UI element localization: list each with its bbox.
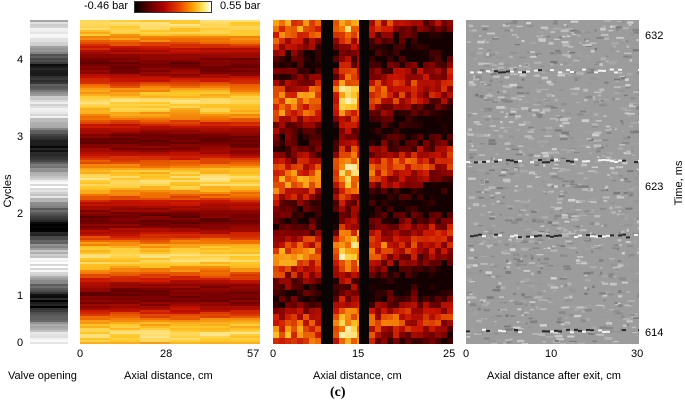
left-tick-4: 4 [17,54,24,66]
panel2-xtick-0: 0 [77,348,84,360]
figure-caption: (c) [330,385,346,400]
panel3-xtick-0: 0 [270,348,277,360]
panel4-xlabel: Axial distance after exit, cm [487,370,621,382]
panel4-xtick-2: 30 [631,348,644,360]
panel3-xtick-2: 25 [443,348,456,360]
panel3-xtick-1: 15 [352,348,365,360]
left-tick-0: 0 [17,337,24,349]
exit-schlieren-panel [466,20,639,344]
panel2-xtick-1: 28 [160,348,173,360]
left-axis-label: Cycles [2,174,14,208]
panel2-xlabel: Axial distance, cm [124,370,213,382]
colorbar-min-label: -0.46 bar [84,0,129,12]
left-tick-2: 2 [17,208,24,220]
colorbar [134,1,212,13]
pressure-heatmap-panel [80,20,260,344]
right-tick-623: 623 [645,181,664,193]
right-tick-614: 614 [645,327,664,339]
pressure-heatmap [80,20,260,344]
panel4-xtick-0: 0 [463,348,470,360]
left-tick-1: 1 [17,290,24,302]
combustor-heatmap [273,20,453,344]
right-axis-label: Time, ms [673,160,685,206]
combustor-heatmap-panel [273,20,453,344]
colorbar-max-label: 0.55 bar [220,0,261,12]
panel3-xlabel: Axial distance, cm [313,370,402,382]
panel2-xtick-2: 57 [247,348,260,360]
valve-opening-stripes [30,20,68,344]
exit-schlieren-image [466,20,639,344]
panel1-xlabel: Valve opening [8,370,77,382]
valve-opening-panel [30,20,68,344]
right-tick-632: 632 [645,30,664,42]
panel4-xtick-1: 10 [545,348,558,360]
left-tick-3: 3 [17,131,24,143]
